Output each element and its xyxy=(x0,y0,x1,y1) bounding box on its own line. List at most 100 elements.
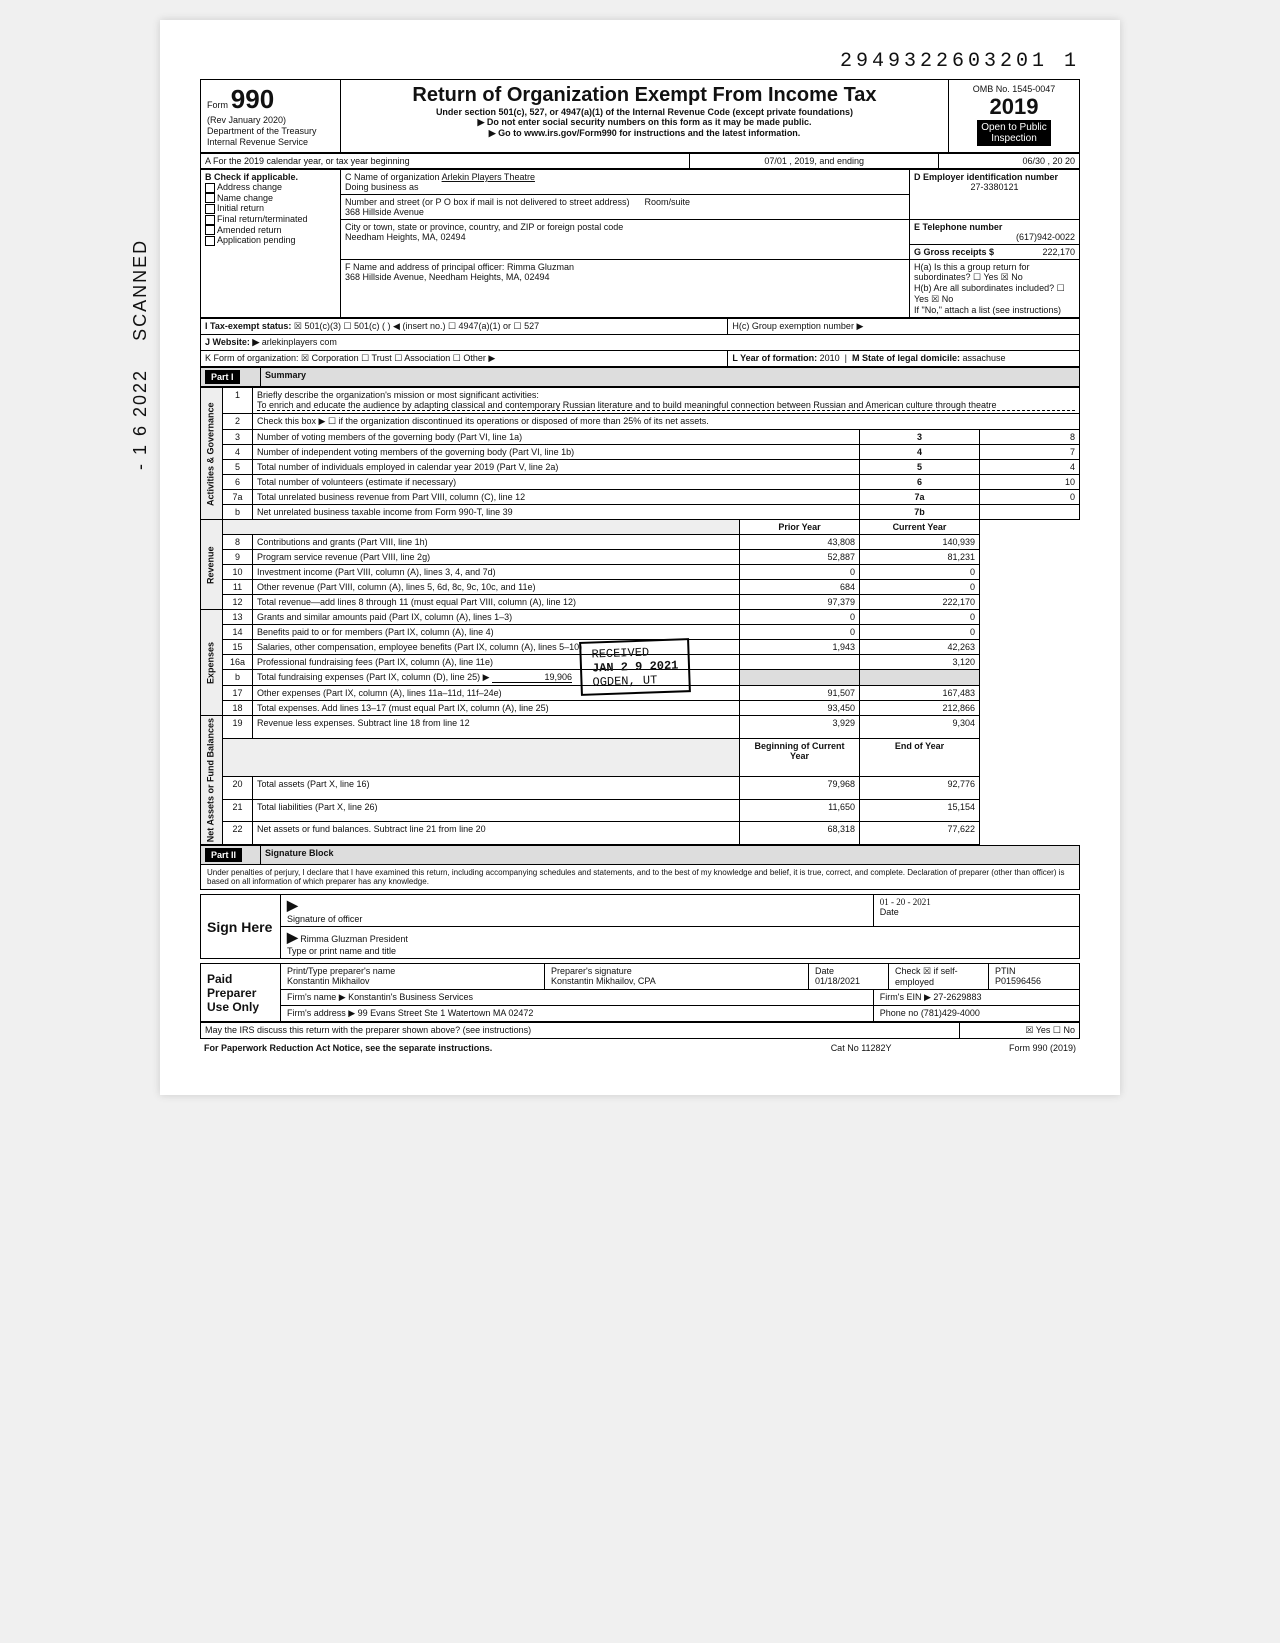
gross-label: G Gross receipts $ xyxy=(914,247,994,257)
chk-address[interactable]: Address change xyxy=(205,182,336,193)
domicile-state: assachuse xyxy=(963,353,1006,363)
prep-name: Konstantin Mikhailov xyxy=(287,976,370,986)
form-rev: (Rev January 2020) xyxy=(207,115,286,125)
m-label: M State of legal domicile: xyxy=(852,353,960,363)
opt-initial: Initial return xyxy=(217,203,264,213)
l12: Total revenue—add lines 8 through 11 (mu… xyxy=(253,595,740,610)
firm-phone: (781)429-4000 xyxy=(921,1008,980,1018)
c12: 222,170 xyxy=(860,595,980,610)
dept-treasury: Department of the Treasury xyxy=(207,126,317,136)
l22: Net assets or fund balances. Subtract li… xyxy=(253,822,740,845)
form-number: 990 xyxy=(231,84,274,114)
ln-16b: b xyxy=(223,670,253,686)
street-label: Number and street (or P O box if mail is… xyxy=(345,197,629,207)
c15: 42,263 xyxy=(860,640,980,655)
ln-9: 9 xyxy=(223,550,253,565)
addr-label: Firm's address ▶ xyxy=(287,1008,355,1018)
c-name-label: C Name of organization xyxy=(345,172,440,182)
sign-here-label: Sign Here xyxy=(201,895,281,958)
ln-8: 8 xyxy=(223,535,253,550)
c13: 0 xyxy=(860,610,980,625)
p11: 684 xyxy=(740,580,860,595)
box-f: F Name and address of principal officer:… xyxy=(341,260,910,318)
received-stamp: RECEIVED JAN 2 9 2021 OGDEN, UT xyxy=(579,638,691,696)
net-blank xyxy=(223,738,740,776)
sig-date: 01 - 20 - 2021 xyxy=(880,897,931,907)
prep-col1: Print/Type preparer's name xyxy=(287,966,395,976)
officer-addr: 368 Hillside Avenue, Needham Heights, MA… xyxy=(345,272,549,282)
b21: 11,650 xyxy=(740,799,860,822)
box-g: G Gross receipts $ 222,170 xyxy=(910,245,1080,260)
firm-addr-cell: Firm's address ▶ 99 Evans Street Ste 1 W… xyxy=(281,1006,874,1021)
form-prefix: Form xyxy=(207,100,228,110)
chk-final[interactable]: Final return/terminated xyxy=(205,214,336,225)
line-a-label: A For the 2019 calendar year, or tax yea… xyxy=(201,154,690,169)
e21: 15,154 xyxy=(860,799,980,822)
irs-label: Internal Revenue Service xyxy=(207,137,308,147)
l3: Number of voting members of the governin… xyxy=(253,430,860,445)
sign-here-section: Sign Here ▶ Signature of officer 01 - 20… xyxy=(200,894,1080,959)
prep-self-cell: Check ☒ if self-employed xyxy=(889,964,989,989)
ein-value: 27-3380121 xyxy=(914,182,1075,192)
scanned-stamp: - 1 6 2022 SCANNED xyxy=(130,239,151,470)
box-5: 5 xyxy=(860,460,980,475)
h-note: If "No," attach a list (see instructions… xyxy=(914,305,1075,315)
footer-row: For Paperwork Reduction Act Notice, see … xyxy=(200,1041,1080,1055)
line-a-table: A For the 2019 calendar year, or tax yea… xyxy=(200,153,1080,169)
l11: Other revenue (Part VIII, column (A), li… xyxy=(253,580,740,595)
phone-value: (617)942-0022 xyxy=(914,232,1075,242)
v3: 8 xyxy=(980,430,1080,445)
p13: 0 xyxy=(740,610,860,625)
line-a-begin: 07/01 , 2019, and ending xyxy=(690,154,939,169)
paid-body: Print/Type preparer's name Konstantin Mi… xyxy=(281,964,1079,1021)
l16b-amt: 19,906 xyxy=(492,672,572,683)
part2-badge: Part II xyxy=(205,848,242,862)
prep-date: 01/18/2021 xyxy=(815,976,860,986)
p15: 1,943 xyxy=(740,640,860,655)
l9: Program service revenue (Part VIII, line… xyxy=(253,550,740,565)
firm-addr: 99 Evans Street Ste 1 Watertown MA 02472 xyxy=(358,1008,534,1018)
vlabel-expenses: Expenses xyxy=(201,610,223,716)
arrow-icon: ▶ xyxy=(287,897,298,913)
opt-address: Address change xyxy=(217,182,282,192)
l4: Number of independent voting members of … xyxy=(253,445,860,460)
header-right: OMB No. 1545-0047 2019 Open to Public In… xyxy=(949,80,1079,152)
ln-18: 18 xyxy=(223,701,253,716)
arrow-icon-2: ▶ xyxy=(287,929,298,945)
box-c-city: City or town, state or province, country… xyxy=(341,220,910,260)
col-prior: Prior Year xyxy=(740,520,860,535)
opt-final: Final return/terminated xyxy=(217,214,308,224)
c19: 9,304 xyxy=(860,716,980,739)
prep-ptin: P01596456 xyxy=(995,976,1041,986)
shade-16b-c xyxy=(860,670,980,686)
firm-label: Firm's name ▶ xyxy=(287,992,346,1002)
ln-11: 11 xyxy=(223,580,253,595)
i-value: ☒ 501(c)(3) ☐ 501(c) ( ) ◀ (insert no.) … xyxy=(294,321,539,331)
chk-amended[interactable]: Amended return xyxy=(205,225,336,236)
printed-label: Type or print name and title xyxy=(287,946,396,956)
c16a: 3,120 xyxy=(860,655,980,670)
vlabel-governance: Activities & Governance xyxy=(201,388,223,520)
form-title: Return of Organization Exempt From Incom… xyxy=(347,84,942,107)
ln-1: 1 xyxy=(223,388,253,414)
l8: Contributions and grants (Part VIII, lin… xyxy=(253,535,740,550)
opt-pending: Application pending xyxy=(217,235,296,245)
formation-year: 2010 xyxy=(820,353,840,363)
sig-label: Signature of officer xyxy=(287,914,362,924)
c18: 212,866 xyxy=(860,701,980,716)
prep-ptin-cell: PTIN P01596456 xyxy=(989,964,1079,989)
chk-initial[interactable]: Initial return xyxy=(205,203,336,214)
omb-number: OMB No. 1545-0047 xyxy=(955,84,1073,94)
p12: 97,379 xyxy=(740,595,860,610)
ln-13: 13 xyxy=(223,610,253,625)
box-h: H(a) Is this a group return for subordin… xyxy=(910,260,1080,318)
v5: 4 xyxy=(980,460,1080,475)
col-begin: Beginning of Current Year xyxy=(740,738,860,776)
phone-label: E Telephone number xyxy=(914,222,1075,232)
inspection-box: Open to Public Inspection xyxy=(977,120,1051,146)
l13: Grants and similar amounts paid (Part IX… xyxy=(253,610,740,625)
chk-pending[interactable]: Application pending xyxy=(205,235,336,246)
chk-name[interactable]: Name change xyxy=(205,193,336,204)
officer-name-cell: ▶ Rimma Gluzman President Type or print … xyxy=(281,927,1079,958)
box-7a: 7a xyxy=(860,490,980,505)
